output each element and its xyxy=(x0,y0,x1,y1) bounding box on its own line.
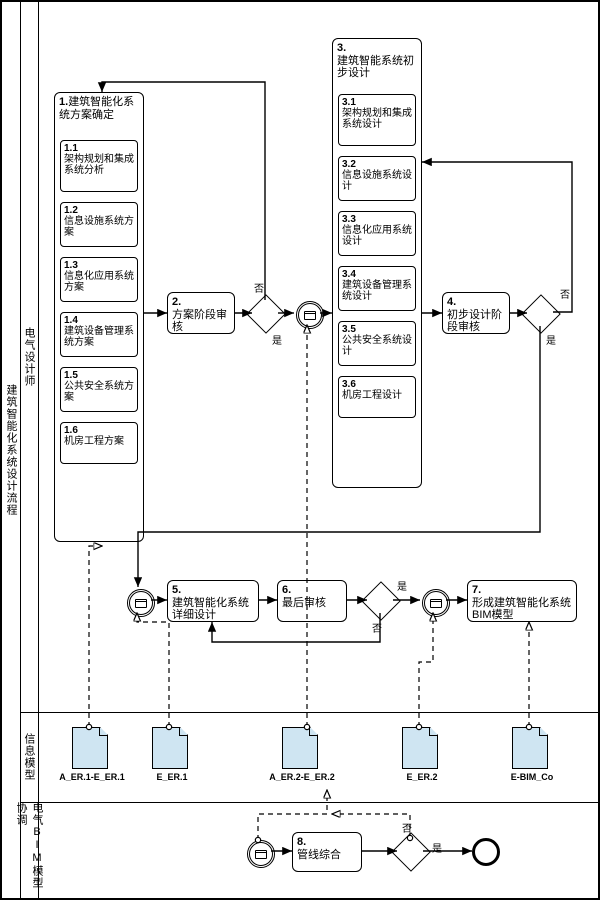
doc-3 xyxy=(282,727,318,769)
g8-yes: 是 xyxy=(432,840,442,855)
g6-no: 否 xyxy=(372,620,382,635)
task-2: 2.方案阶段审核 xyxy=(167,292,235,334)
end-event xyxy=(472,838,500,866)
doc-5 xyxy=(512,727,548,769)
g2-yes: 是 xyxy=(272,332,282,347)
g6-yes: 是 xyxy=(397,578,407,593)
gateway-4 xyxy=(521,294,561,334)
doc-4 xyxy=(402,727,438,769)
bpmn-diagram: 建筑智能化系统设计流程 电气设计师 信息模型 电气BIM模型协调 1.建筑智能化… xyxy=(0,0,600,900)
g4-no: 否 xyxy=(560,286,570,301)
sub-1-6: 1.6机房工程方案 xyxy=(60,422,138,464)
lane-info-model: 信息模型 xyxy=(20,712,39,802)
g4-yes: 是 xyxy=(546,332,556,347)
pool-label: 建筑智能化系统设计流程 xyxy=(2,2,21,898)
doc-3-label: A_ER.2-E_ER.2 xyxy=(252,772,352,782)
doc-1-label: A_ER.1-E_ER.1 xyxy=(47,772,137,782)
doc-2 xyxy=(152,727,188,769)
doc-1 xyxy=(72,727,108,769)
doc-5-label: E-BIM_Co xyxy=(492,772,572,782)
task-6: 6.最后审核 xyxy=(277,580,347,622)
task-7: 7.形成建筑智能化系统BIM模型 xyxy=(467,580,577,622)
lane-border-2 xyxy=(20,802,598,803)
gateway-8 xyxy=(391,832,431,872)
sub-3-3: 3.3信息化应用系统设计 xyxy=(338,211,416,256)
sub-3-6: 3.6机房工程设计 xyxy=(338,376,416,418)
gateway-6 xyxy=(361,581,401,621)
doc-2-label: E_ER.1 xyxy=(137,772,207,782)
lane-border-1 xyxy=(20,712,598,713)
sub-1-2: 1.2信息设施系统方案 xyxy=(60,202,138,247)
task-8: 8.管线综合 xyxy=(292,832,362,872)
sub-1-3: 1.3信息化应用系统方案 xyxy=(60,257,138,302)
sub-1-4: 1.4建筑设备管理系统方案 xyxy=(60,312,138,357)
msg-event-3 xyxy=(422,589,450,617)
lane-bim-coord: 电气BIM模型协调 xyxy=(20,802,39,898)
task-4: 4.初步设计阶段审核 xyxy=(442,292,510,334)
sub-3-1: 3.1架构规划和集成系统设计 xyxy=(338,94,416,146)
sub-1-1: 1.1架构规划和集成系统分析 xyxy=(60,140,138,192)
gateway-2 xyxy=(246,294,286,334)
g8-no: 否 xyxy=(402,820,412,835)
sub-3-5: 3.5公共安全系统设计 xyxy=(338,321,416,366)
sub-3-2: 3.2信息设施系统设计 xyxy=(338,156,416,201)
g2-no: 否 xyxy=(254,280,264,295)
task-5: 5.建筑智能化系统详细设计 xyxy=(167,580,259,622)
msg-event-1 xyxy=(296,301,324,329)
sub-3-4: 3.4建筑设备管理系统设计 xyxy=(338,266,416,311)
doc-4-label: E_ER.2 xyxy=(387,772,457,782)
lane-designer: 电气设计师 xyxy=(20,2,39,712)
sub-1-5: 1.5公共安全系统方案 xyxy=(60,367,138,412)
msg-event-4 xyxy=(247,840,275,868)
msg-event-2 xyxy=(127,589,155,617)
